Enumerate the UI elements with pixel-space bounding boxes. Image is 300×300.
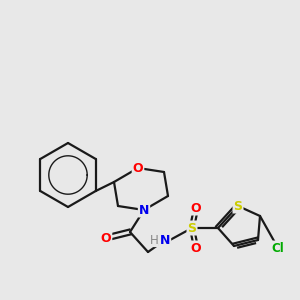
Text: O: O bbox=[133, 161, 143, 175]
Text: S: S bbox=[233, 200, 242, 212]
Text: O: O bbox=[191, 242, 201, 254]
Text: H: H bbox=[150, 233, 158, 247]
Text: O: O bbox=[101, 232, 111, 244]
Text: N: N bbox=[139, 203, 149, 217]
Text: S: S bbox=[188, 221, 196, 235]
Text: O: O bbox=[191, 202, 201, 214]
Text: N: N bbox=[160, 233, 170, 247]
Text: Cl: Cl bbox=[272, 242, 284, 254]
